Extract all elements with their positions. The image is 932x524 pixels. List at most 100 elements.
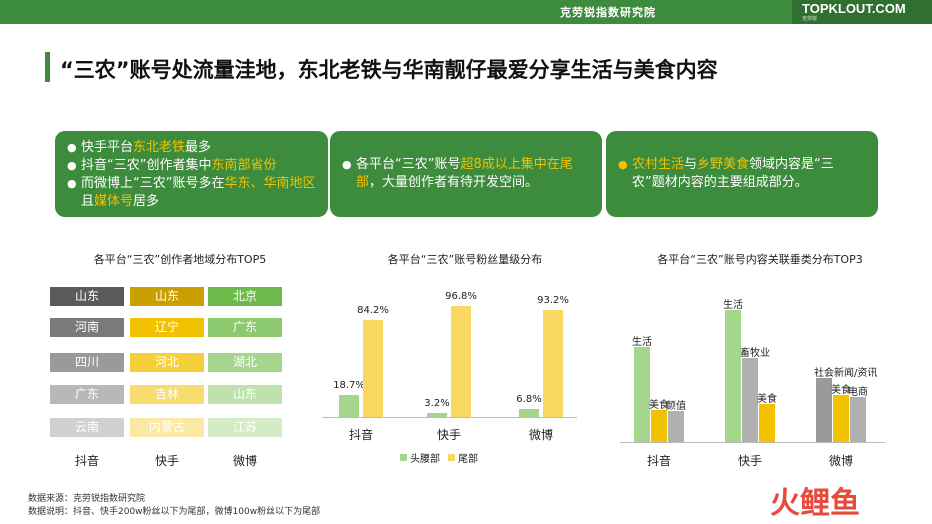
region-chart-title: 各平台“三农”创作者地域分布TOP5	[93, 253, 267, 266]
region-cell: 山东	[50, 287, 124, 306]
region-cell: 四川	[50, 353, 124, 372]
highlight-text: 乡野美食	[697, 157, 750, 172]
watermark-logo: 火鲤鱼	[770, 478, 860, 522]
region-cell: 云南	[50, 418, 124, 437]
legend-swatch	[448, 454, 455, 461]
content-bar	[634, 347, 650, 442]
highlight-text: 华东、华南地区	[224, 176, 316, 191]
content-bar	[833, 395, 849, 442]
card-text-segment: 而微博上“三农”账号多在	[81, 176, 225, 191]
bullet-dot: ●	[67, 159, 77, 172]
region-cell: 辽宁	[130, 318, 204, 337]
fans-bar	[363, 320, 383, 417]
card-text-segment: ，大量创作者有待开发空间。	[369, 175, 539, 190]
fans-bar	[543, 309, 563, 417]
legend-label: 尾部	[458, 454, 478, 465]
content-bar	[850, 397, 866, 442]
fans-data-label: 96.8%	[445, 290, 477, 302]
region-cell: 河南	[50, 318, 124, 337]
insight-card-2: ● 各平台“三农”账号超8成以上集中在尾部，大量创作者有待开发空间。	[330, 131, 602, 217]
content-bar	[668, 411, 684, 442]
content-bar	[759, 404, 775, 442]
card-text: 抖音“三农”创作者集中东南部省份	[81, 157, 277, 175]
highlight-text: 东北老铁	[133, 140, 186, 155]
region-cell: 广东	[50, 385, 124, 404]
content-x-label: 抖音	[646, 454, 671, 468]
card-text-segment: 且	[81, 194, 95, 209]
fans-data-label: 93.2%	[537, 294, 569, 306]
content-data-label: 美食	[831, 385, 851, 396]
footer-note: 数据说明：抖音、快手200w粉丝以下为尾部，微博100w粉丝以下为尾部	[28, 507, 321, 517]
title-accent	[45, 52, 50, 82]
card-text: 农村生活与乡野美食领域内容是“三农”题材内容的主要组成部分。	[632, 156, 866, 192]
highlight-text: 超8成以上集中在尾部	[356, 157, 573, 190]
fans-chart-title: 各平台“三农”账号粉丝量级分布	[387, 253, 543, 266]
highlight-text: 东南部省份	[211, 158, 277, 173]
fans-bar	[339, 395, 359, 417]
legend-label: 头腰部	[410, 454, 440, 465]
region-cell: 山东	[130, 287, 204, 306]
brand-sub: 克劳锐	[802, 16, 818, 22]
content-x-label: 快手	[737, 454, 762, 468]
card-bullet-row: ● 而微博上“三农”账号多在华东、华南地区且媒体号居多	[67, 175, 316, 211]
region-platform-label: 快手	[155, 454, 180, 468]
card-bullet-row: ● 抖音“三农”创作者集中东南部省份	[67, 157, 316, 175]
content-data-label: 美食	[757, 394, 777, 405]
region-cell: 河北	[130, 353, 204, 372]
content-data-label: 生活	[723, 300, 743, 311]
card-text-segment: 抖音“三农”创作者集中	[81, 158, 212, 173]
card-bullet-row: ● 农村生活与乡野美食领域内容是“三农”题材内容的主要组成部分。	[618, 156, 866, 192]
footer-source: 数据来源：克劳锐指数研究院	[28, 494, 146, 504]
brand-block: TOPKLOUT.COM 克劳锐	[792, 0, 932, 24]
region-platform-label: 抖音	[75, 454, 100, 468]
region-platform-label: 微博	[233, 454, 258, 468]
card-text-segment: 各平台“三农”账号	[356, 157, 461, 172]
fans-bar	[519, 409, 539, 417]
brand-logo: TOPKLOUT.COM	[802, 1, 906, 16]
card-text-segment: 居多	[133, 194, 160, 209]
content-data-label: 社会新闻/资讯	[814, 368, 878, 379]
fans-bar	[451, 305, 471, 417]
region-cell: 广东	[208, 318, 282, 337]
region-cell: 北京	[208, 287, 282, 306]
watermark-logo-text: 火鲤鱼	[770, 486, 860, 521]
region-cell: 湖北	[208, 353, 282, 372]
highlight-text: 媒体号	[94, 194, 134, 209]
legend-swatch	[400, 454, 407, 461]
content-chart-title: 各平台“三农”账号内容关联垂类分布TOP3	[657, 253, 863, 266]
content-x-label: 微博	[828, 454, 853, 468]
content-bar	[651, 410, 667, 442]
card-text: 而微博上“三农”账号多在华东、华南地区且媒体号居多	[81, 175, 316, 211]
content-x-axis	[620, 442, 885, 443]
region-cell: 山东	[208, 385, 282, 404]
highlight-text: 农村生活	[632, 157, 685, 172]
content-bar	[742, 358, 758, 442]
fans-data-label: 84.2%	[357, 305, 389, 317]
card-text-segment: 领域内容是“三农”题材内容的主要组成部分。	[632, 157, 834, 190]
page-title: “三农”账号处流量洼地，东北老铁与华南靓仔最爱分享生活与美食内容	[60, 58, 718, 82]
content-data-label: 美食	[649, 400, 669, 411]
insight-card-3: ● 农村生活与乡野美食领域内容是“三农”题材内容的主要组成部分。	[606, 131, 878, 217]
fans-legend: 头腰部 尾部	[392, 450, 478, 465]
content-data-label: 生活	[632, 337, 652, 348]
fans-x-label: 快手	[436, 428, 461, 442]
fans-data-label: 18.7%	[333, 380, 365, 392]
card-bullet-row: ● 快手平台东北老铁最多	[67, 139, 316, 157]
content-bar	[725, 310, 741, 442]
content-data-label: 畜牧业	[740, 348, 770, 359]
card-text-segment: 最多	[185, 140, 212, 155]
bullet-dot: ●	[342, 158, 352, 171]
top-bar: 克劳锐指数研究院 TOPKLOUT.COM 克劳锐	[0, 0, 932, 24]
card-text-segment: 快手平台	[81, 140, 134, 155]
fans-x-label: 抖音	[348, 428, 373, 442]
fans-data-label: 6.8%	[516, 394, 542, 406]
card-bullet-row: ● 各平台“三农”账号超8成以上集中在尾部，大量创作者有待开发空间。	[342, 156, 590, 192]
card-text-segment: 与	[684, 157, 698, 172]
card-text: 各平台“三农”账号超8成以上集中在尾部，大量创作者有待开发空间。	[356, 156, 590, 192]
bullet-dot: ●	[618, 158, 628, 171]
region-cell: 江苏	[208, 418, 282, 437]
fans-bar	[427, 413, 447, 417]
fans-x-label: 微博	[528, 428, 553, 442]
card-text: 快手平台东北老铁最多	[81, 139, 211, 157]
fans-data-label: 3.2%	[424, 398, 450, 410]
